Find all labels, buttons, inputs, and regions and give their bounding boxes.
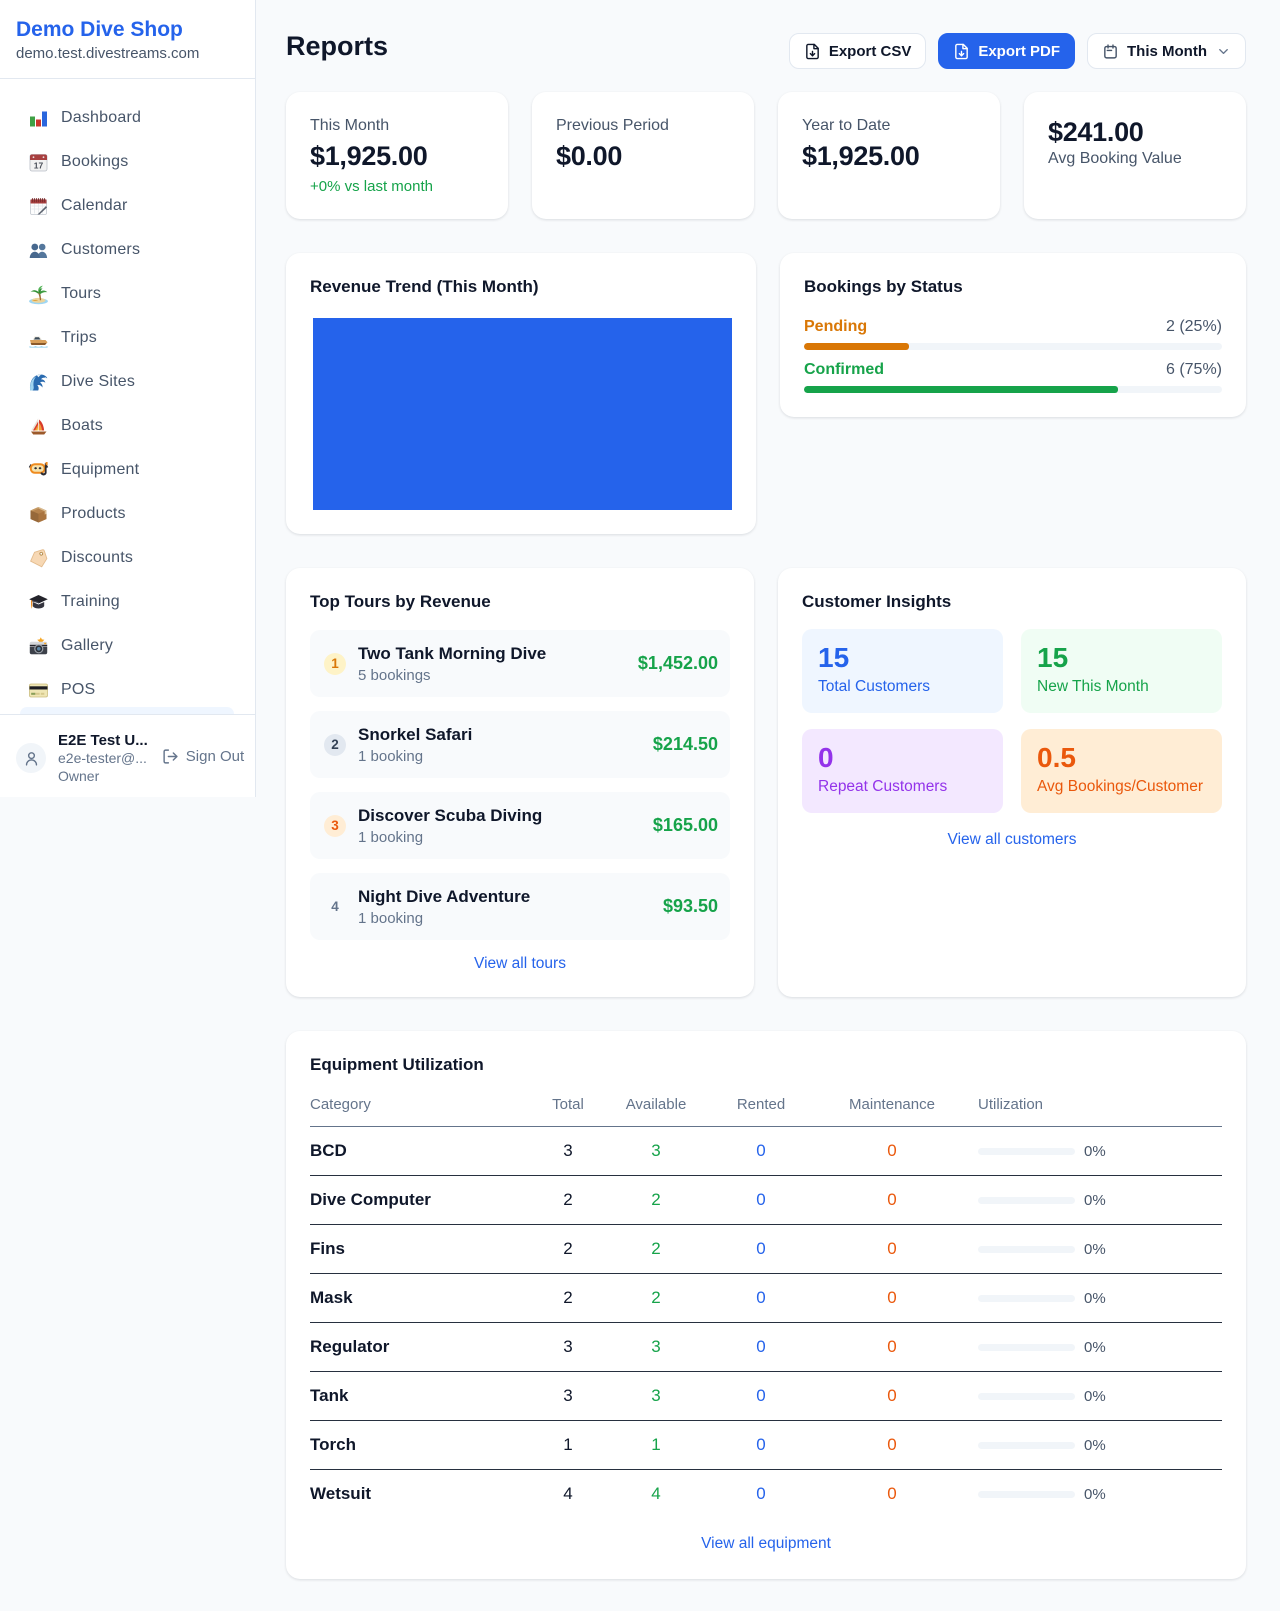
svg-text:17: 17 [34,160,44,170]
